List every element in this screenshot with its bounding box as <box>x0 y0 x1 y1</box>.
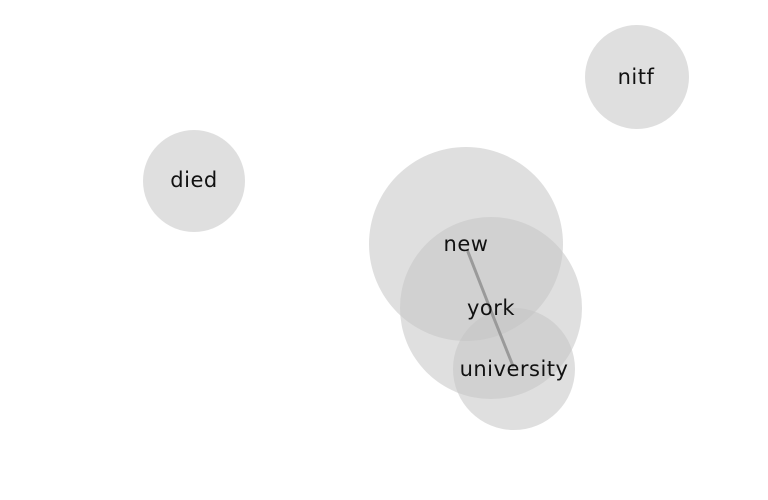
node-labels: nitf died new york university <box>170 65 654 381</box>
node-circle-university[interactable] <box>453 308 575 430</box>
edge-new-york <box>466 250 495 318</box>
node-label-nitf: nitf <box>618 65 655 89</box>
node-circle-died[interactable] <box>143 130 245 232</box>
node-circle-nitf[interactable] <box>585 25 689 129</box>
node-label-new: new <box>444 232 489 256</box>
node-label-university: university <box>460 357 569 381</box>
node-label-died: died <box>170 168 217 192</box>
edge-york-university <box>491 314 515 368</box>
edges <box>466 250 515 368</box>
node-circles <box>143 25 689 430</box>
node-label-york: york <box>467 296 515 320</box>
